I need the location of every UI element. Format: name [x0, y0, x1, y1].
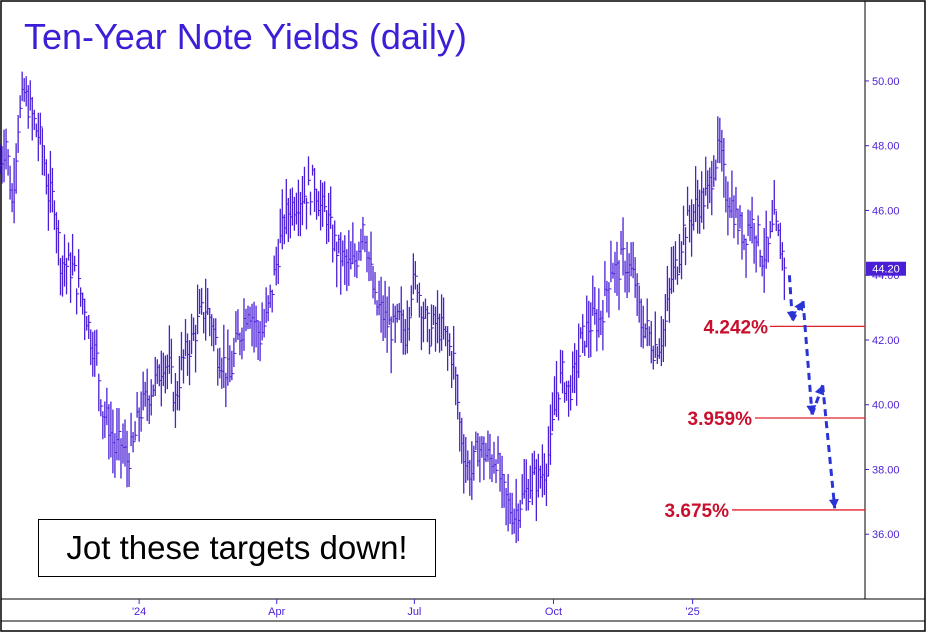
target-label: 3.675%: [665, 501, 730, 522]
last-price-box: [866, 261, 906, 276]
annotation-text: Jot these targets down!: [66, 529, 408, 566]
projected-path-segment: [801, 300, 814, 415]
y-tick-label: 50.00: [872, 76, 900, 88]
projected-path-arrowhead: [828, 498, 839, 509]
x-tick-label: '24: [132, 606, 146, 618]
x-tick-label: '25: [685, 606, 699, 618]
y-tick-label: 46.00: [872, 205, 900, 217]
target-label: 3.959%: [688, 409, 753, 430]
chart-title: Ten-Year Note Yields (daily): [24, 16, 467, 57]
price-bars: [0, 71, 787, 544]
last-price-label: 44.20: [872, 264, 900, 276]
projected-path-arrowhead: [806, 405, 817, 415]
projected-path-segment: [821, 385, 837, 509]
last-price-marker: 44.20: [866, 261, 906, 276]
y-tick-label: 42.00: [872, 335, 900, 347]
projected-path: [786, 275, 839, 509]
x-axis: '24 Apr Jul Oct '25: [132, 599, 700, 618]
y-tick-label: 36.00: [872, 529, 900, 541]
target-label: 4.242%: [704, 317, 769, 338]
y-tick-label: 48.00: [872, 141, 900, 153]
x-tick-label: Jul: [407, 606, 421, 618]
x-tick-label: Oct: [545, 606, 562, 618]
target-lines: 4.242% 3.959% 3.675%: [665, 317, 865, 522]
projected-path-arrowhead: [786, 311, 797, 321]
y-tick-label: 40.00: [872, 400, 900, 412]
y-tick-label: 38.00: [872, 464, 900, 476]
annotation-box: Jot these targets down!: [38, 519, 436, 577]
projected-path-arrowhead: [794, 301, 804, 312]
x-tick-label: Apr: [268, 606, 285, 618]
